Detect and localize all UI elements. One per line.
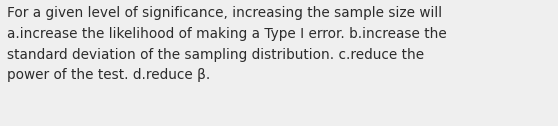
Text: For a given level of significance, increasing the sample size will
a.increase th: For a given level of significance, incre… [7, 6, 446, 82]
